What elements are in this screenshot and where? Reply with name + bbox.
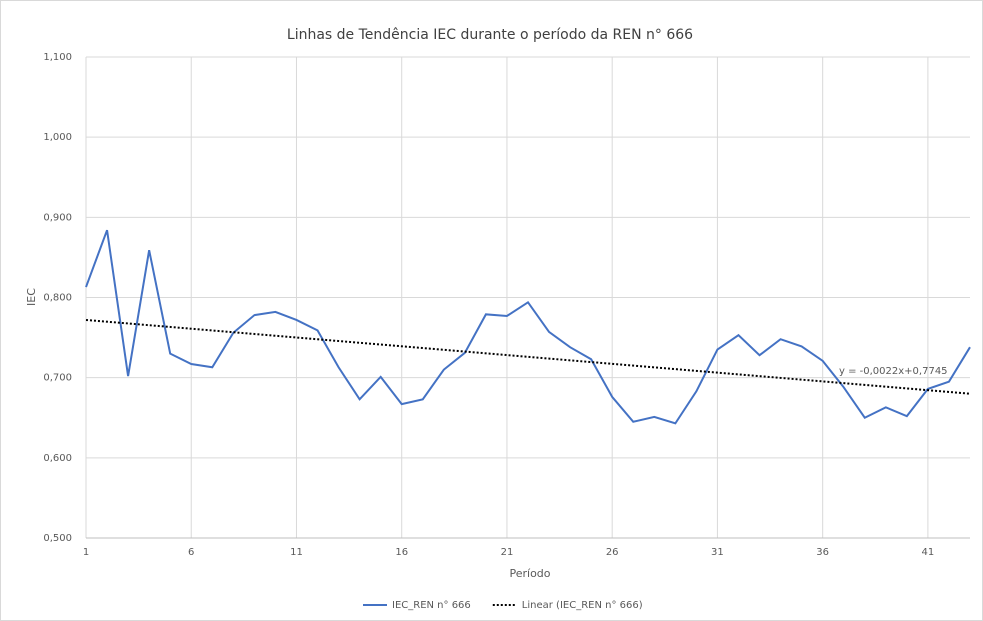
- y-tick-label: 0,800: [43, 293, 72, 304]
- legend-label: IEC_REN n° 666: [392, 600, 471, 611]
- chart-title: Linhas de Tendência IEC durante o períod…: [287, 27, 693, 43]
- x-tick-label: 41: [922, 547, 935, 558]
- y-tick-label: 0,900: [43, 212, 72, 223]
- legend-label: Linear (IEC_REN n° 666): [522, 600, 643, 611]
- y-tick-label: 0,500: [43, 533, 72, 544]
- trend-equation: y = -0,0022x+0,7745: [839, 366, 948, 377]
- x-tick-label: 6: [188, 547, 194, 558]
- y-tick-label: 0,600: [43, 453, 72, 464]
- series-line: [85, 229, 971, 425]
- y-tick-label: 1,100: [43, 52, 72, 63]
- x-tick-label: 1: [83, 547, 89, 558]
- x-tick-label: 11: [290, 547, 303, 558]
- x-tick-label: 36: [816, 547, 829, 558]
- x-axis-label: Período: [509, 567, 550, 580]
- y-axis-label: IEC: [25, 288, 38, 306]
- x-tick-label: 26: [606, 547, 619, 558]
- x-tick-label: 31: [711, 547, 724, 558]
- y-tick-label: 0,700: [43, 373, 72, 384]
- x-tick-label: 16: [395, 547, 408, 558]
- x-tick-label: 21: [501, 547, 514, 558]
- y-tick-label: 1,000: [43, 132, 72, 143]
